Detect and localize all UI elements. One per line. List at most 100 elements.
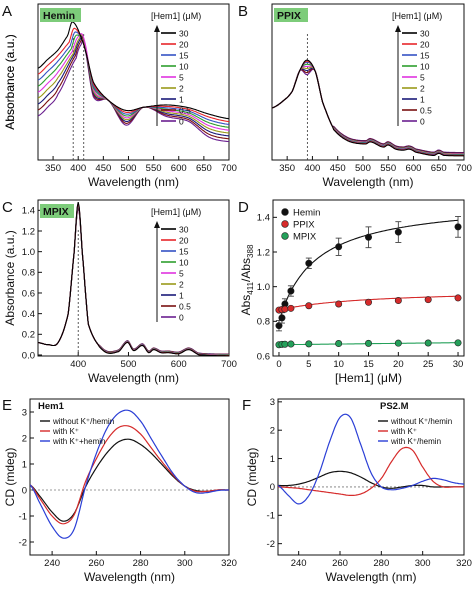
- x-tick-label: 550: [380, 163, 396, 174]
- y-tick-label: 0.8: [257, 317, 270, 328]
- spectrum-line: [272, 63, 464, 156]
- data-point: [424, 339, 432, 347]
- y-tick-label: 1: [22, 459, 27, 470]
- x-tick-label: 280: [133, 558, 149, 569]
- data-point: [281, 305, 289, 313]
- x-axis-label: Wavelength (nm): [84, 570, 175, 584]
- panel-letter: B: [238, 3, 248, 20]
- y-tick-label: 1.4: [257, 213, 270, 224]
- series-mpix: [275, 339, 462, 349]
- x-tick-label: 400: [70, 163, 86, 174]
- plot-frame: [271, 3, 465, 161]
- y-label-part: 411: [246, 281, 255, 294]
- panel-letter: E: [2, 397, 12, 414]
- x-tick-label: 5: [306, 359, 311, 370]
- y-tick-label: 1.0: [257, 282, 270, 293]
- legend-title: [Hem1] (μM): [392, 11, 442, 21]
- x-tick-label: 25: [423, 359, 434, 370]
- legend-label: without K⁺/hemin: [52, 417, 114, 426]
- y-axis-label: CD (mdeg): [245, 448, 259, 507]
- plot-frame: [29, 398, 230, 556]
- legend-label: 0.5: [179, 105, 191, 115]
- panel-a: A 350 400 450 500 550 600 650 700 Wavelength (nm)…: [2, 3, 237, 189]
- x-tick-label: 240: [44, 558, 60, 569]
- data-point: [287, 287, 295, 295]
- data-point: [335, 243, 343, 251]
- legend-label: 1: [420, 94, 425, 104]
- y-axis-label: Absorbance (a.u.): [3, 34, 17, 129]
- y-tick-label: 2: [270, 426, 275, 437]
- legend-title: [Hem1] (μM): [151, 11, 201, 21]
- y-tick-label: 0: [270, 482, 275, 493]
- x-tick-label: 300: [415, 558, 431, 569]
- legend-label: 5: [179, 268, 184, 278]
- tag-bg: [40, 204, 74, 218]
- x-tick-label: 0: [276, 359, 281, 370]
- legend-label: 0.5: [420, 105, 432, 115]
- tag-bg: [40, 8, 81, 22]
- legend-label: with K⁺/hemin: [390, 437, 441, 446]
- x-tick-label: 450: [330, 163, 346, 174]
- legend-label: 10: [179, 61, 189, 71]
- cd-curve: [278, 413, 464, 505]
- spectrum-line: [272, 59, 464, 157]
- legend-label: 1: [179, 94, 184, 104]
- y-axis-label: Abs411/Abs388: [239, 244, 255, 315]
- tag-label: PPIX: [277, 10, 301, 22]
- y-tick-label: 0.8: [22, 268, 35, 279]
- legend-label: 15: [179, 246, 189, 256]
- data-point: [454, 223, 462, 231]
- data-point: [305, 259, 313, 267]
- y-tick-label: 0.6: [22, 288, 35, 299]
- cd-curve: [30, 425, 229, 525]
- x-axis-ticks: 240 260 280 300 320: [291, 551, 472, 569]
- data-point: [364, 339, 372, 347]
- x-tick-label: 10: [333, 359, 344, 370]
- y-axis-label: Absorbance (a.u.): [3, 34, 17, 129]
- plot-frame: [37, 3, 230, 161]
- x-axis-ticks: 350 400 450 500 550 600 650 700: [45, 156, 237, 174]
- x-tick-label: 240: [291, 558, 307, 569]
- legend-label: 0: [420, 116, 425, 126]
- y-tick-label: -1: [19, 511, 27, 522]
- data-point: [287, 340, 295, 348]
- data-point: [364, 233, 372, 241]
- y-axis-label-text: Abs411/Abs388: [239, 244, 255, 315]
- x-tick-label: 550: [146, 163, 162, 174]
- legend-label: 20: [179, 235, 189, 245]
- spectrum-line: [38, 207, 229, 355]
- spectra-series: [38, 21, 229, 143]
- x-axis-label: Wavelength (nm): [326, 570, 417, 584]
- y-tick-label: 0.0: [22, 350, 35, 361]
- legend-label: with K⁺: [52, 427, 79, 436]
- x-tick-label: 15: [363, 359, 374, 370]
- legend-label: 2: [179, 83, 184, 93]
- x-tick-label: 300: [177, 558, 193, 569]
- data-point: [281, 340, 289, 348]
- legend-label: 2: [179, 279, 184, 289]
- panel-e: E 240 260 280 300 320 -2 -1 0 1 2 3 Wavelength (nm) C…: [2, 397, 237, 584]
- x-tick-label: 400: [304, 163, 320, 174]
- legend-arrow-head: [154, 221, 160, 228]
- legend-label: 15: [179, 50, 189, 60]
- legend-label: 20: [179, 39, 189, 49]
- x-tick-label: 260: [88, 558, 104, 569]
- legend-label: with K⁺+hemin: [52, 437, 105, 446]
- y-label-part: /Abs: [239, 258, 253, 282]
- x-axis-label: Wavelength (nm): [88, 175, 179, 189]
- legend-label: 0.5: [179, 301, 191, 311]
- spectrum-line: [38, 203, 229, 356]
- spectrum-line: [38, 34, 229, 137]
- legend-title: [Hem1] (μM): [151, 207, 201, 217]
- tag-bg: [274, 8, 308, 22]
- panel-letter: F: [242, 397, 251, 414]
- series-hemin: [275, 216, 462, 332]
- x-tick-label: 350: [45, 163, 61, 174]
- data-point: [394, 228, 402, 236]
- x-tick-label: 650: [196, 163, 212, 174]
- x-tick-label: 700: [221, 163, 237, 174]
